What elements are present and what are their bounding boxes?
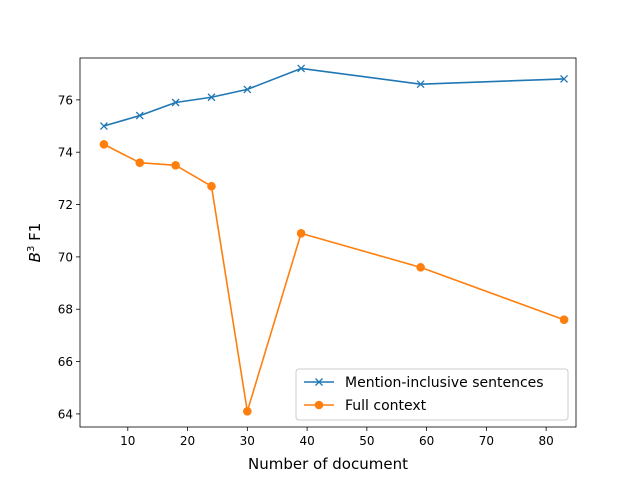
y-tick-label: 70 <box>58 250 73 264</box>
x-tick-label: 50 <box>359 434 374 448</box>
x-tick-label: 20 <box>180 434 195 448</box>
data-point-circle-marker <box>243 407 252 416</box>
x-tick-label: 40 <box>299 434 314 448</box>
x-axis-label: Number of document <box>248 455 408 473</box>
data-point-circle-marker <box>135 158 144 167</box>
data-point-circle-marker <box>207 182 216 191</box>
x-tick-label: 60 <box>419 434 434 448</box>
x-tick-label: 10 <box>120 434 135 448</box>
y-tick-label: 72 <box>58 198 73 212</box>
legend: Mention-inclusive sentences Full context <box>296 369 568 420</box>
legend-label: Full context <box>345 398 427 414</box>
y-axis-label: B3 F1 <box>26 223 44 263</box>
data-point-circle-marker <box>100 140 109 149</box>
legend-circle-marker-icon <box>315 401 324 410</box>
x-tick-label: 30 <box>240 434 255 448</box>
y-tick-label: 64 <box>58 407 73 421</box>
x-tick-label: 70 <box>479 434 494 448</box>
y-label-base: B <box>26 252 44 262</box>
legend-label: Mention-inclusive sentences <box>345 375 544 391</box>
y-tick-label: 66 <box>58 355 73 369</box>
y-tick-label: 74 <box>58 146 73 160</box>
data-point-circle-marker <box>171 161 180 170</box>
data-point-circle-marker <box>416 263 425 272</box>
data-point-circle-marker <box>297 229 306 238</box>
data-point-circle-marker <box>560 315 569 324</box>
y-tick-label: 68 <box>58 303 73 317</box>
y-label-rest: F1 <box>26 223 44 246</box>
y-tick-label: 76 <box>58 93 73 107</box>
x-tick-label: 80 <box>538 434 553 448</box>
